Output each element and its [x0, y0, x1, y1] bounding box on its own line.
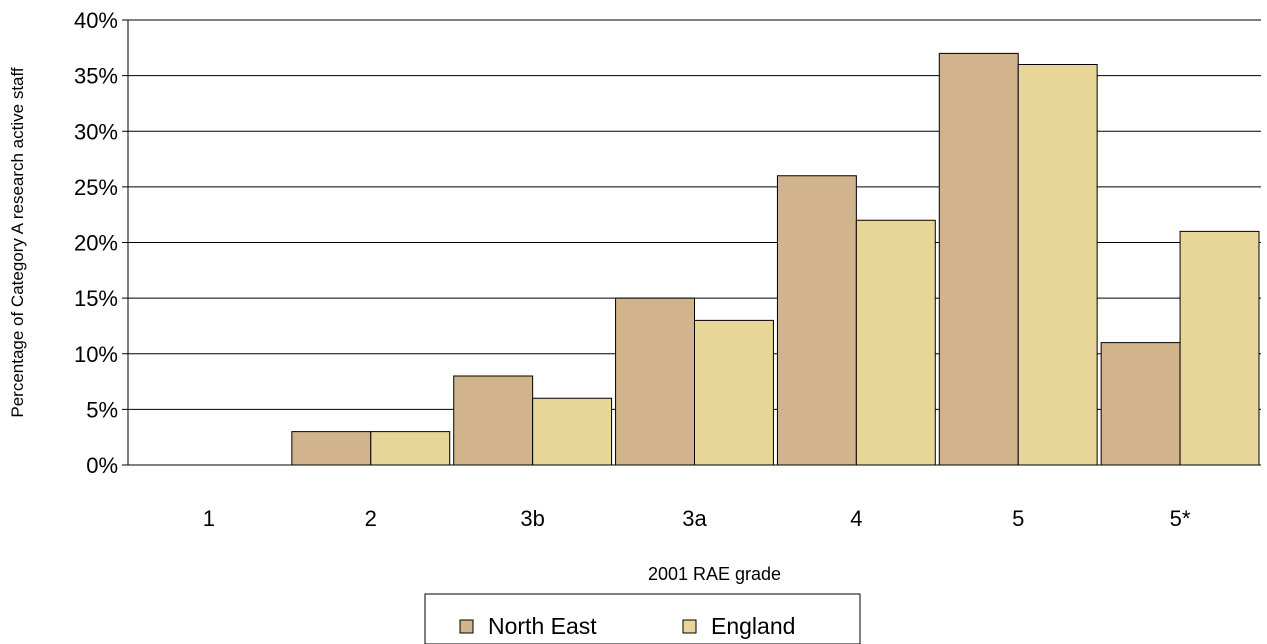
- x-tick-label: 5*: [1170, 506, 1191, 531]
- bar-north-east-3b: [453, 375, 534, 466]
- y-tick-label: 20%: [74, 231, 118, 256]
- x-tick-label: 2: [365, 506, 377, 531]
- y-tick-label: 40%: [74, 8, 118, 33]
- y-tick-label: 15%: [74, 286, 118, 311]
- y-tick-label: 5%: [86, 397, 118, 422]
- x-tick-label: 1: [203, 506, 215, 531]
- bar-england-5star: [1179, 230, 1260, 466]
- x-axis-label: 2001 RAE grade: [648, 564, 781, 584]
- legend-swatch-north-east: [459, 619, 474, 634]
- bar-england-3a: [694, 319, 774, 466]
- x-tick-label: 4: [850, 506, 862, 531]
- bar-north-east-3a: [615, 297, 695, 466]
- y-tick-label: 35%: [74, 64, 118, 89]
- bar-england-2: [370, 431, 451, 466]
- bar-england-3b: [532, 397, 613, 466]
- legend: North East England: [424, 593, 861, 644]
- bar-north-east-5: [938, 52, 1019, 466]
- bar-england-4: [855, 219, 936, 466]
- bar-north-east-2: [291, 431, 372, 466]
- x-tick-label: 5: [1012, 506, 1024, 531]
- bar-north-east-5star: [1100, 342, 1181, 466]
- y-axis-ticks: 0% 5% 10% 15% 20% 25% 30% 35% 40%: [74, 8, 128, 478]
- y-tick-label: 30%: [74, 119, 118, 144]
- legend-label-england: England: [711, 613, 795, 639]
- bars: [291, 52, 1260, 466]
- y-axis-label: Percentage of Category A research active…: [8, 67, 27, 418]
- x-axis-ticks: 1 2 3b 3a 4 5 5*: [203, 506, 1191, 531]
- y-tick-label: 0%: [86, 453, 118, 478]
- x-tick-label: 3a: [682, 506, 707, 531]
- y-tick-label: 10%: [74, 342, 118, 367]
- legend-label-north-east: North East: [488, 613, 597, 639]
- bar-england-5: [1017, 64, 1098, 466]
- legend-box: [424, 593, 861, 644]
- y-tick-label: 25%: [74, 175, 118, 200]
- legend-swatch-england: [682, 619, 697, 634]
- bar-north-east-4: [776, 175, 857, 466]
- x-tick-label: 3b: [520, 506, 544, 531]
